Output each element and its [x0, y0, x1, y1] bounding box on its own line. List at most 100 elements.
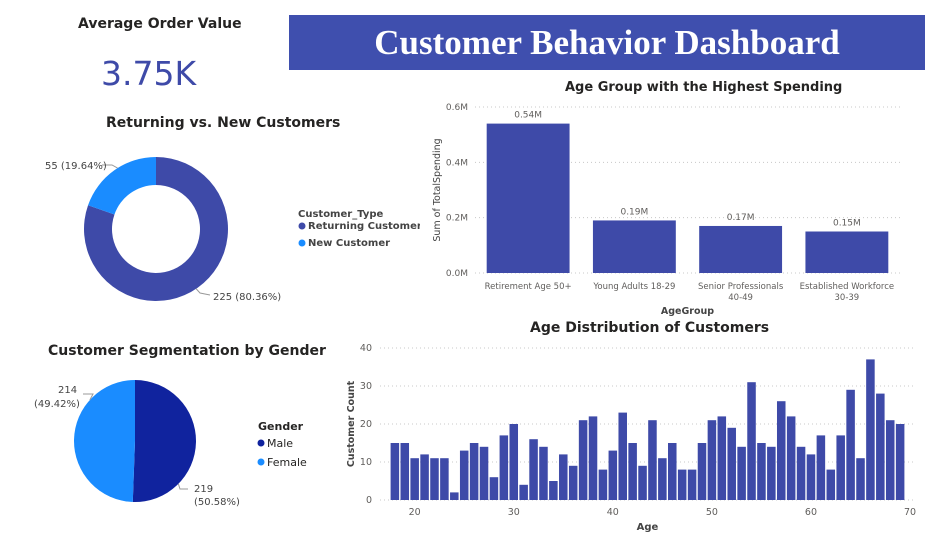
- dist-xaxis-label: Age: [637, 522, 659, 533]
- age-spending-title: Age Group with the Highest Spending: [565, 80, 843, 95]
- dist-bar: [598, 469, 608, 500]
- dist-bar: [876, 393, 885, 500]
- donut-leader-returning: [195, 288, 211, 296]
- spend-data-label: 0.19M: [620, 207, 648, 217]
- dist-bar: [677, 469, 687, 500]
- spend-ytick-label: 0.6M: [446, 103, 468, 113]
- avg-order-value-label: Average Order Value: [78, 16, 242, 32]
- dist-bar: [390, 443, 400, 500]
- dist-bar: [618, 412, 627, 500]
- pie-legend-marker: [257, 458, 265, 466]
- dist-bar: [796, 446, 806, 500]
- pie-slice-female: [74, 380, 135, 502]
- dist-bar: [786, 416, 796, 500]
- pie-leader-female: [83, 393, 94, 401]
- dist-bar: [588, 416, 598, 500]
- donut-legend-marker: [298, 222, 306, 230]
- dist-bar: [846, 389, 855, 500]
- dist-bar: [747, 382, 756, 500]
- dist-bar: [866, 359, 875, 500]
- pie-label-female-count: 214: [58, 385, 77, 396]
- dist-xtick-label: 40: [607, 507, 619, 518]
- dist-bar: [697, 443, 707, 500]
- spend-data-label: 0.15M: [833, 219, 861, 229]
- returning-new-title: Returning vs. New Customers: [106, 115, 341, 131]
- dist-bar: [707, 420, 717, 500]
- dist-bar: [400, 443, 410, 500]
- pie-label-female-percent: (49.42%): [34, 399, 80, 410]
- pie-label-male-percent: (50.58%): [194, 497, 240, 508]
- dist-bar: [489, 477, 499, 500]
- spend-ytick-label: 0.2M: [446, 214, 468, 224]
- spend-xtick-label: Retirement Age 50+: [485, 282, 572, 292]
- dist-bar: [608, 450, 618, 500]
- dist-bar: [856, 458, 865, 500]
- donut-legend-marker: [298, 239, 306, 247]
- pie-label-male-count: 219: [194, 484, 213, 495]
- spend-xtick-label: Young Adults 18-29: [592, 282, 675, 292]
- age-distribution-bar-chart: 0 10 20 30 40 20 30 40 50 60 70 Age Customer Count: [346, 343, 916, 533]
- donut-label-returning: 225 (80.36%): [213, 292, 281, 303]
- dist-bar: [826, 469, 836, 500]
- dist-bar: [836, 435, 845, 500]
- dist-xtick-label: 20: [409, 507, 421, 518]
- donut-slice-returning: [84, 157, 228, 301]
- dist-xtick-label: 60: [805, 507, 817, 518]
- donut-legend-title: Customer_Type: [298, 209, 384, 220]
- dist-ytick-label: 30: [360, 381, 372, 392]
- dist-bar: [430, 458, 439, 500]
- dist-bar: [648, 420, 657, 500]
- dist-yaxis-label: Customer Count: [346, 380, 357, 467]
- dist-bar: [420, 454, 429, 500]
- dist-bar: [469, 443, 479, 500]
- dist-bar: [519, 484, 528, 500]
- dist-bar: [479, 446, 489, 500]
- dist-bar: [767, 446, 776, 500]
- spend-bar: [486, 123, 570, 273]
- spend-xtick-label: Senior Professionals: [698, 282, 784, 292]
- spend-ytick-label: 0.0M: [446, 269, 468, 279]
- spend-bar: [805, 231, 889, 273]
- spend-xtick-label: Established Workforce: [800, 282, 895, 292]
- spend-yaxis-label: Sum of TotalSpending: [432, 138, 443, 241]
- dist-bar: [757, 443, 766, 500]
- dist-bar: [509, 424, 519, 500]
- dist-bar: [549, 481, 558, 500]
- donut-legend-label: New Customer: [308, 238, 390, 249]
- pie-legend-title: Gender: [258, 420, 304, 433]
- dist-bar: [499, 435, 509, 500]
- dist-bar: [638, 465, 647, 500]
- dist-ytick-label: 10: [360, 457, 372, 468]
- dist-xtick-label: 50: [706, 507, 718, 518]
- dist-bar: [668, 443, 677, 500]
- dist-bar: [568, 465, 578, 500]
- donut-label-new: 55 (19.64%): [45, 161, 107, 172]
- pie-slice-male: [132, 380, 197, 502]
- dist-bar: [776, 401, 786, 500]
- dist-bar: [737, 446, 746, 500]
- dashboard-title-banner: Customer Behavior Dashboard: [289, 15, 925, 70]
- spend-bar: [592, 220, 676, 273]
- gender-pie-chart: 219 (50.58%) 214 (49.42%) Gender Male Female: [34, 380, 307, 508]
- dist-bar: [578, 420, 588, 500]
- avg-order-value: 3.75K: [101, 54, 197, 93]
- spend-data-label: 0.54M: [514, 111, 542, 121]
- dist-bar: [440, 458, 449, 500]
- dist-bar: [895, 424, 905, 500]
- dist-bar: [806, 454, 816, 500]
- dist-bar: [529, 439, 538, 500]
- donut-legend-label: Returning Customer: [308, 221, 420, 232]
- dist-ytick-label: 40: [360, 343, 372, 354]
- dist-bar: [410, 458, 419, 500]
- spend-ytick-label: 0.4M: [446, 158, 468, 168]
- spend-bar: [699, 225, 783, 273]
- spend-xaxis-label: AgeGroup: [661, 306, 714, 317]
- dist-ytick-label: 0: [366, 495, 372, 506]
- dist-bar: [885, 420, 895, 500]
- dist-bar: [727, 427, 736, 500]
- age-spending-bar-chart: 0.0M 0.2M 0.4M 0.6M 0.54M Retirement Age 50+ 0…: [432, 103, 900, 317]
- returning-new-donut-chart: 225 (80.36%) 55 (19.64%) Customer_TypeRetu…: [45, 157, 420, 303]
- dist-bar: [628, 443, 637, 500]
- dist-xtick-label: 70: [904, 507, 916, 518]
- dist-bar: [559, 454, 568, 500]
